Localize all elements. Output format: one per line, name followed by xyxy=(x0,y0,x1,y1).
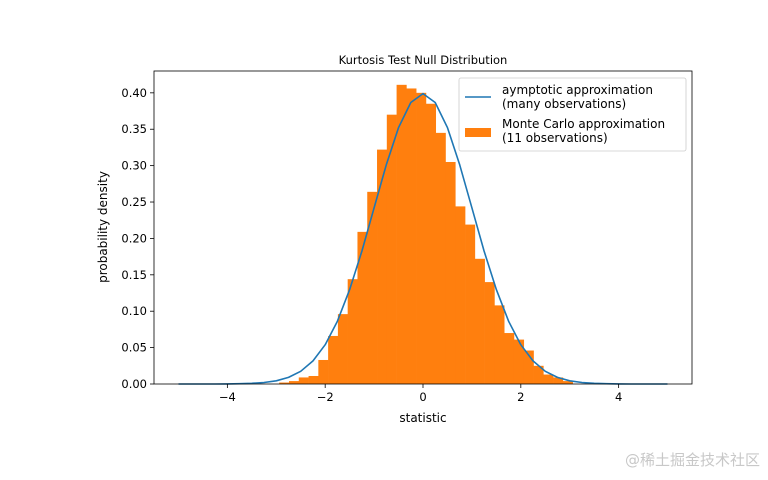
histogram-bar xyxy=(288,381,300,384)
histogram-bar xyxy=(367,191,378,384)
legend-hist-label-1: Monte Carlo approximation xyxy=(502,117,665,131)
histogram-bar xyxy=(337,314,348,384)
histogram-bar xyxy=(406,88,417,385)
histogram-bar xyxy=(494,305,505,384)
y-tick-label: 0.25 xyxy=(121,195,147,209)
histogram-bar xyxy=(416,92,427,384)
y-axis-label: probability density xyxy=(96,171,110,283)
legend-line-label-2: (many observations) xyxy=(502,97,626,111)
histogram-bar xyxy=(386,114,397,385)
histogram-bar xyxy=(523,350,534,384)
asymptotic-line xyxy=(178,92,668,385)
histogram-bar xyxy=(445,161,456,384)
y-tick-label: 0.05 xyxy=(121,341,147,355)
y-tick-label: 0.40 xyxy=(121,86,147,100)
histogram-bar xyxy=(474,258,485,384)
histogram-bar xyxy=(435,132,446,384)
histogram-bar xyxy=(465,224,476,384)
histogram-bar xyxy=(533,365,544,384)
y-tick-label: 0.10 xyxy=(121,304,147,318)
x-tick-label: 4 xyxy=(615,390,622,404)
legend-hist-swatch xyxy=(465,128,491,137)
histogram-bars xyxy=(279,84,573,385)
x-tick-label: 0 xyxy=(419,390,426,404)
histogram-bar xyxy=(484,282,495,384)
histogram-bar xyxy=(543,374,554,384)
histogram-bar xyxy=(328,335,339,384)
y-tick-label: 0.20 xyxy=(121,231,147,245)
y-tick-label: 0.30 xyxy=(121,159,147,173)
histogram-bar xyxy=(377,149,388,384)
y-tick-label: 0.15 xyxy=(121,268,147,282)
histogram-bar xyxy=(455,206,466,384)
legend-box xyxy=(458,77,687,152)
histogram-bar xyxy=(504,333,515,384)
asymptotic-curve xyxy=(178,92,668,385)
histogram-bar xyxy=(347,279,358,384)
histogram-bar xyxy=(318,359,329,384)
histogram-bar xyxy=(513,339,525,384)
y-axis: 0.00 0.05 0.10 0.15 0.20 0.25 0.30 0.35 0.40 xyxy=(121,86,154,391)
legend: aymptotic approximation (many observatio… xyxy=(458,77,687,152)
legend-hist-label-2: (11 observations) xyxy=(502,131,608,145)
histogram-bar xyxy=(298,377,309,384)
histogram-bar xyxy=(308,375,319,384)
x-tick-label: −2 xyxy=(317,390,334,404)
histogram-bar xyxy=(396,84,407,384)
x-axis: −4 −2 0 2 4 xyxy=(219,384,622,404)
x-axis-label: statistic xyxy=(399,411,446,425)
x-tick-label: −4 xyxy=(219,390,236,404)
histogram-bar xyxy=(562,381,573,384)
histogram-bar xyxy=(357,231,368,384)
y-tick-label: 0.00 xyxy=(121,377,147,391)
y-tick-label: 0.35 xyxy=(121,122,147,136)
histogram-bar xyxy=(425,103,437,385)
chart-title: Kurtosis Test Null Distribution xyxy=(339,53,508,67)
histogram-bar xyxy=(279,382,290,384)
histogram-bar xyxy=(553,377,564,384)
x-tick-label: 2 xyxy=(517,390,524,404)
legend-line-label-1: aymptotic approximation xyxy=(502,83,653,97)
watermark: @稀土掘金技术社区 xyxy=(624,451,760,469)
